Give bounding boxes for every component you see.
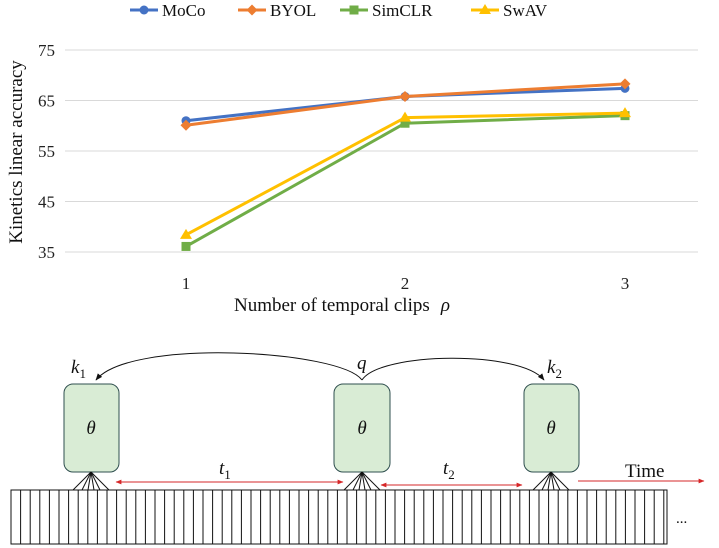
legend-swatch-marker <box>246 4 258 16</box>
legend-label: MoCo <box>162 1 205 20</box>
legend-swatch-marker <box>479 4 491 14</box>
arrow-q-to-k1 <box>95 352 363 381</box>
y-tick-label: 35 <box>38 243 55 262</box>
y-axis-ticks: 35 45 55 65 75 <box>38 41 55 262</box>
fan-line <box>81 471 92 491</box>
frame-strip <box>10 489 668 545</box>
fan-line <box>541 471 552 491</box>
data-point <box>400 118 410 128</box>
legend-item-simclr: SimCLR <box>340 1 433 20</box>
legend-item-moco: MoCo <box>130 1 205 20</box>
label-t2: t2 <box>443 458 455 482</box>
encoder-theta-q: θ <box>357 418 366 439</box>
fan-line <box>361 471 372 491</box>
fan-line <box>361 471 381 491</box>
clip-fans <box>72 471 570 491</box>
line-chart: MoCo BYOL SimCLR SwAV 35 45 55 65 75 1 2 3 Kineti… <box>6 1 698 316</box>
x-tick-label: 3 <box>621 274 630 293</box>
fan-line <box>547 471 552 491</box>
label-t1: t1 <box>219 458 231 482</box>
x-axis-label: Number of temporal clips <box>234 295 430 316</box>
label-q: q <box>357 353 367 374</box>
ellipsis: ... <box>676 511 687 527</box>
fan-line <box>352 471 363 491</box>
series-simclr <box>181 111 630 251</box>
legend-swatch-marker <box>139 5 149 15</box>
arrow-q-to-k2 <box>361 357 545 381</box>
data-point <box>619 107 631 118</box>
y-tick-label: 75 <box>38 41 55 60</box>
legend-swatch-marker <box>349 5 359 15</box>
encoder-theta-k1: θ <box>86 418 95 439</box>
legend-label: SimCLR <box>372 1 433 20</box>
clip-fan <box>343 471 381 491</box>
fan-line <box>358 471 363 491</box>
legend-label: SwAV <box>503 1 548 20</box>
x-axis-title: Number of temporal clips ρ <box>234 295 450 316</box>
fan-line <box>550 471 570 491</box>
x-axis-symbol: ρ <box>440 295 450 316</box>
data-point <box>619 78 631 90</box>
encoder-theta-k2: θ <box>546 418 555 439</box>
encoder-box-k1: θ <box>63 383 120 473</box>
label-k1: k1 <box>71 357 86 381</box>
label-k2: k2 <box>547 357 562 381</box>
fan-line <box>87 471 92 491</box>
data-point <box>180 119 192 131</box>
y-axis-label: Kinetics linear accuracy <box>6 60 27 244</box>
data-point <box>399 111 411 122</box>
temporal-clips-diagram: k1 q k2 θ θ θ t1 t2 Time <box>10 352 705 545</box>
encoder-box-q: θ <box>333 383 391 473</box>
encoder-box-k2: θ <box>523 383 580 473</box>
fan-line <box>90 471 110 491</box>
y-tick-label: 65 <box>38 92 55 111</box>
y-tick-label: 55 <box>38 142 55 161</box>
chart-legend: MoCo BYOL SimCLR SwAV <box>130 1 548 20</box>
data-point <box>181 241 191 251</box>
clip-fan <box>532 471 570 491</box>
chart-series <box>180 78 631 251</box>
fan-line <box>343 471 363 491</box>
x-tick-label: 1 <box>182 274 191 293</box>
chart-gridlines <box>65 49 698 253</box>
fan-line <box>90 471 95 491</box>
series-byol <box>180 78 631 131</box>
legend-label: BYOL <box>270 1 316 20</box>
series-swav <box>180 107 631 239</box>
fan-line <box>361 471 366 491</box>
x-axis-ticks: 1 2 3 <box>182 274 630 293</box>
y-tick-label: 45 <box>38 193 55 212</box>
fan-line <box>532 471 552 491</box>
fan-line <box>90 471 101 491</box>
legend-item-swav: SwAV <box>471 1 548 20</box>
series-line <box>185 111 626 237</box>
clip-fan <box>72 471 110 491</box>
fan-line <box>72 471 92 491</box>
time-label: Time <box>625 461 664 482</box>
data-point <box>399 90 411 102</box>
fan-line <box>550 471 561 491</box>
series-line <box>185 114 626 248</box>
data-point <box>180 228 192 239</box>
x-tick-label: 2 <box>401 274 410 293</box>
legend-item-byol: BYOL <box>238 1 316 20</box>
fan-line <box>550 471 555 491</box>
